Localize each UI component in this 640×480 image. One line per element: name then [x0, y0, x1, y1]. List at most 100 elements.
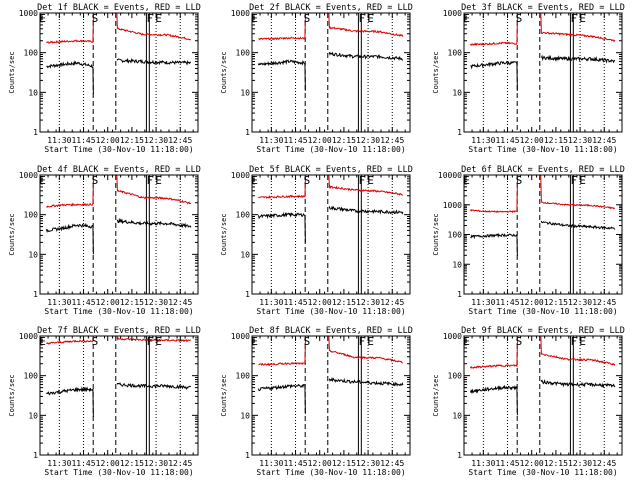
y-tick-label: 100 — [236, 49, 251, 58]
series-events — [45, 217, 192, 255]
y-tick-label: 1 — [457, 451, 462, 460]
y-tick-label: 10 — [28, 88, 38, 97]
y-tick-label: 1000 — [443, 9, 462, 18]
x-tick-label: 12:30 — [568, 459, 592, 468]
y-tick-label: 1000 — [19, 332, 38, 341]
marker-label: E — [463, 12, 470, 25]
y-tick-label: 10 — [28, 411, 38, 420]
y-tick-label: 100 — [448, 231, 463, 240]
x-axis-label: Start Time (30-Nov-10 11:18:00) — [256, 145, 405, 154]
x-tick-label: 12:00 — [520, 136, 544, 145]
plot-frame — [251, 174, 411, 295]
plot-frame — [463, 12, 623, 133]
series-events — [470, 220, 616, 257]
y-tick-label: 10000 — [438, 171, 462, 180]
panel-title: Det 7f BLACK = Events, RED = LLD — [37, 326, 201, 336]
x-tick-label: 12:30 — [568, 298, 592, 307]
x-axis-label: Start Time (30-Nov-10 11:18:00) — [468, 468, 617, 477]
marker-label: F — [570, 335, 577, 348]
plot-area — [469, 13, 616, 132]
series-events — [257, 205, 404, 243]
x-tick-label: 12:30 — [144, 298, 168, 307]
plot-frame — [39, 174, 199, 295]
plot-area — [257, 13, 404, 132]
x-tick-label: 12:30 — [144, 459, 168, 468]
y-tick-label: 1 — [245, 128, 250, 137]
y-tick-label: 1000 — [231, 9, 250, 18]
marker-label: S — [92, 335, 99, 348]
x-tick-label: 12:30 — [356, 298, 380, 307]
marker-label: S — [92, 174, 99, 187]
x-tick-label: 12:00 — [308, 459, 332, 468]
marker-label: S — [304, 12, 311, 25]
series-lld — [258, 13, 404, 41]
y-tick-label: 1000 — [231, 332, 250, 341]
series-lld — [469, 13, 616, 47]
marker-label: F — [358, 335, 365, 348]
plot-area — [46, 13, 192, 132]
y-tick-label: 1 — [245, 290, 250, 299]
series-events — [257, 51, 403, 91]
plot-area — [257, 175, 404, 294]
y-tick-label: 1 — [245, 451, 250, 460]
marker-label: E — [251, 12, 258, 25]
x-tick-label: 12:15 — [544, 136, 568, 145]
marker-label: S — [304, 174, 311, 187]
marker-label: E — [251, 335, 258, 348]
marker-label: S — [92, 12, 99, 25]
x-tick-label: 12:45 — [380, 136, 404, 145]
y-axis-label: Counts/sec — [8, 374, 16, 416]
x-tick-label: 12:00 — [96, 459, 120, 468]
x-axis-label: Start Time (30-Nov-10 11:18:00) — [44, 307, 193, 316]
marker-label: S — [516, 335, 523, 348]
x-tick-label: 11:45 — [71, 136, 95, 145]
x-tick-label: 12:15 — [120, 298, 144, 307]
marker-label: E — [367, 12, 374, 25]
x-tick-label: 11:45 — [283, 136, 307, 145]
x-tick-label: 11:45 — [71, 298, 95, 307]
x-tick-label: 12:30 — [144, 136, 168, 145]
y-tick-label: 100 — [236, 211, 251, 220]
series-events — [469, 378, 616, 416]
marker-label: F — [570, 12, 577, 25]
marker-label: E — [155, 174, 162, 187]
marker-label: E — [579, 174, 586, 187]
x-tick-label: 12:30 — [568, 136, 592, 145]
x-tick-label: 12:15 — [332, 136, 356, 145]
x-tick-label: 12:45 — [168, 298, 192, 307]
panel-title: Det 9f BLACK = Events, RED = LLD — [461, 326, 625, 336]
x-tick-label: 12:45 — [380, 459, 404, 468]
series-events — [46, 57, 191, 95]
y-axis-label: Counts/sec — [8, 213, 16, 255]
y-tick-label: 1000 — [19, 171, 38, 180]
panel-title: Det 4f BLACK = Events, RED = LLD — [37, 165, 201, 175]
panel-title: Det 8f BLACK = Events, RED = LLD — [249, 326, 413, 336]
panel-title: Det 5f BLACK = Events, RED = LLD — [249, 165, 413, 175]
plot-frame — [251, 335, 411, 456]
y-tick-label: 1000 — [231, 171, 250, 180]
x-tick-label: 12:15 — [120, 459, 144, 468]
y-tick-label: 10 — [240, 250, 250, 259]
x-tick-label: 11:45 — [495, 459, 519, 468]
marker-label: S — [304, 335, 311, 348]
y-tick-label: 1 — [33, 451, 38, 460]
series-events — [470, 54, 616, 91]
marker-label: E — [579, 335, 586, 348]
series-lld — [258, 175, 404, 199]
marker-label: S — [516, 12, 523, 25]
marker-label: E — [463, 335, 470, 348]
y-tick-label: 1000 — [19, 9, 38, 18]
marker-label: E — [579, 12, 586, 25]
y-axis-label: Counts/sec — [220, 51, 228, 93]
x-tick-label: 11:30 — [47, 298, 71, 307]
y-tick-label: 1 — [33, 128, 38, 137]
y-axis-label: Counts/sec — [220, 374, 228, 416]
panel-title: Det 6f BLACK = Events, RED = LLD — [461, 165, 625, 175]
marker-label: F — [146, 335, 153, 348]
